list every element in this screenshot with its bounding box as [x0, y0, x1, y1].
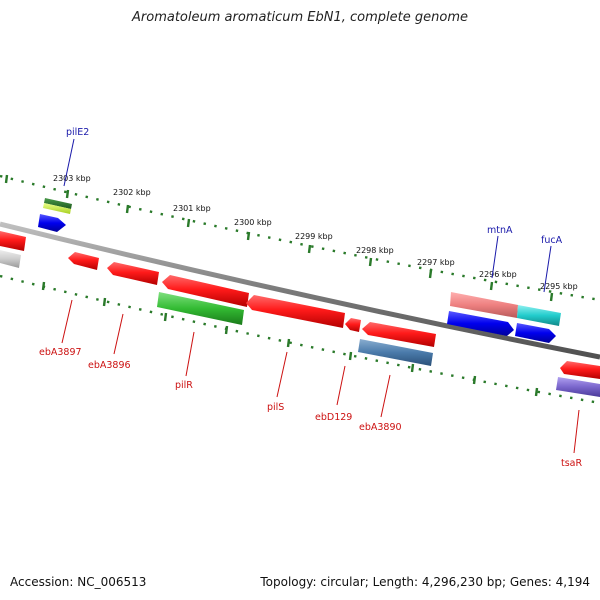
reverse-label-lines	[61, 299, 580, 454]
gene-ebA3897-arrow[interactable]	[68, 252, 99, 270]
kbp-label-2297: 2297 kbp	[417, 258, 455, 267]
gene-pilE2-arrow[interactable]	[38, 214, 66, 232]
gene-fucA-lower-arrow[interactable]	[515, 323, 556, 343]
label-pilE2[interactable]: pilE2	[66, 127, 89, 138]
kbp-label-2300: 2300 kbp	[234, 218, 272, 227]
reverse-gene-labels: ebA3897 ebA3896 pilR pilS ebD129 ebA3890…	[39, 347, 582, 469]
label-mtnA[interactable]: mtnA	[487, 225, 513, 236]
forward-gene-labels: pilE2 mtnA fucA	[66, 127, 563, 246]
accession-text: Accession: NC_006513	[10, 575, 147, 589]
label-ebA3896[interactable]: ebA3896	[88, 360, 131, 371]
map-title: Aromatoleum aromaticum EbN1, complete ge…	[132, 10, 468, 25]
gene-ebA3890-band[interactable]	[358, 339, 433, 366]
gene-ebA3890-arrow[interactable]	[362, 322, 436, 347]
gene-ebA3896-arrow[interactable]	[107, 262, 159, 285]
gene-ebD129-arrow[interactable]	[345, 318, 361, 332]
kbp-label-2302: 2302 kbp	[113, 188, 151, 197]
label-tsaR[interactable]: tsaR	[561, 458, 582, 469]
gene-pilS-arrow[interactable]	[246, 295, 345, 328]
gene-pilE2-band-dark[interactable]	[44, 198, 72, 209]
gene-tsaR-band[interactable]	[556, 377, 600, 397]
kbp-label-2301: 2301 kbp	[173, 204, 211, 213]
gene-left-edge-red[interactable]	[0, 231, 26, 251]
forward-genes	[38, 198, 561, 343]
kbp-label-2299: 2299 kbp	[295, 232, 333, 241]
kbp-label-2295: 2295 kbp	[540, 282, 578, 291]
genome-backbone	[0, 221, 600, 360]
gene-pilE2-band-light[interactable]	[43, 203, 71, 214]
gene-fucA-arrow[interactable]	[517, 305, 561, 326]
gene-left-edge-gray[interactable]	[0, 250, 21, 268]
label-ebA3890[interactable]: ebA3890	[359, 422, 402, 433]
major-ticks	[4, 174, 554, 397]
gene-pilR-arrow[interactable]	[162, 275, 249, 307]
kbp-label-2303: 2303 kbp	[53, 174, 91, 183]
label-fucA[interactable]: fucA	[541, 235, 563, 246]
gene-mtnA-lower-arrow[interactable]	[447, 311, 514, 336]
label-pilS[interactable]: pilS	[267, 402, 284, 413]
gene-pilR-band[interactable]	[157, 292, 244, 325]
label-ebA3897[interactable]: ebA3897	[39, 347, 82, 358]
kbp-label-2296: 2296 kbp	[479, 270, 517, 279]
genome-stats-text: Topology: circular; Length: 4,296,230 bp…	[260, 575, 590, 589]
kbp-label-2298: 2298 kbp	[356, 246, 394, 255]
gene-mtnA-arrow[interactable]	[450, 292, 518, 318]
forward-label-lines	[63, 138, 552, 293]
kbp-labels: 2303 kbp 2302 kbp 2301 kbp 2300 kbp 2299…	[53, 174, 578, 291]
label-pilR[interactable]: pilR	[175, 380, 193, 391]
reverse-genes	[0, 231, 600, 397]
label-ebD129[interactable]: ebD129	[315, 412, 352, 423]
gene-tsaR-arrow[interactable]	[560, 361, 600, 379]
